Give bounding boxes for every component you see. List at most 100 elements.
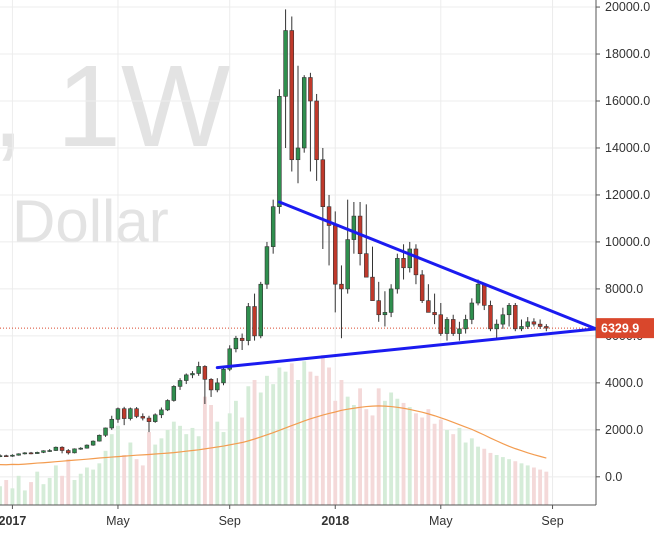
candle-body[interactable] bbox=[506, 305, 512, 316]
candle-body[interactable] bbox=[53, 446, 59, 451]
candle-body[interactable] bbox=[47, 450, 52, 452]
candle-body[interactable] bbox=[333, 225, 338, 285]
candle-body[interactable] bbox=[10, 454, 15, 457]
candle-body[interactable] bbox=[531, 321, 537, 325]
candle-body[interactable] bbox=[351, 215, 357, 240]
candle-body[interactable] bbox=[382, 312, 388, 316]
candle-body[interactable] bbox=[370, 276, 375, 301]
volume-bar bbox=[246, 386, 251, 505]
candle-body[interactable] bbox=[84, 444, 90, 449]
candle-body[interactable] bbox=[450, 319, 456, 334]
candle-body[interactable] bbox=[227, 348, 232, 370]
volume-bar bbox=[314, 375, 319, 505]
candle-body[interactable] bbox=[90, 440, 96, 446]
candle-body[interactable] bbox=[121, 408, 127, 419]
candle-body[interactable] bbox=[270, 206, 276, 247]
candle-body[interactable] bbox=[109, 418, 114, 429]
candle-body[interactable] bbox=[295, 147, 301, 161]
candle-body[interactable] bbox=[444, 319, 450, 334]
candle-body[interactable] bbox=[376, 300, 381, 316]
candle-body[interactable] bbox=[78, 447, 83, 450]
candle-body[interactable] bbox=[66, 450, 71, 454]
candle-body[interactable] bbox=[277, 96, 282, 207]
candle-body[interactable] bbox=[339, 283, 344, 290]
candle-body[interactable] bbox=[159, 409, 164, 416]
candle-body[interactable] bbox=[59, 446, 65, 451]
candle-body[interactable] bbox=[494, 323, 499, 330]
trendline-lower[interactable] bbox=[215, 327, 598, 370]
candle-body[interactable] bbox=[513, 305, 518, 330]
trendline-upper[interactable] bbox=[277, 200, 598, 331]
candle-body[interactable] bbox=[3, 455, 9, 457]
candle-body[interactable] bbox=[72, 448, 77, 454]
candle-body[interactable] bbox=[326, 206, 332, 226]
candle-body[interactable] bbox=[103, 427, 108, 436]
candle-body[interactable] bbox=[146, 417, 152, 422]
candle-body[interactable] bbox=[457, 328, 462, 334]
candle-body[interactable] bbox=[388, 288, 394, 313]
candlesticks[interactable] bbox=[0, 9, 549, 458]
candle-body[interactable] bbox=[432, 312, 437, 316]
candle-body[interactable] bbox=[419, 274, 425, 301]
candle-body[interactable] bbox=[264, 246, 270, 285]
trendlines[interactable] bbox=[215, 200, 598, 370]
candle-body[interactable] bbox=[177, 380, 183, 387]
candle-body[interactable] bbox=[41, 450, 46, 453]
candle-body[interactable] bbox=[519, 326, 524, 330]
candle-body[interactable] bbox=[239, 337, 245, 341]
candle-body[interactable] bbox=[128, 408, 133, 419]
candle-body[interactable] bbox=[258, 283, 263, 337]
candle-body[interactable] bbox=[0, 455, 3, 457]
candle-body[interactable] bbox=[221, 368, 226, 384]
candle-body[interactable] bbox=[215, 382, 220, 391]
candle-body[interactable] bbox=[190, 373, 195, 376]
candle-body[interactable] bbox=[184, 374, 189, 381]
candle-body[interactable] bbox=[252, 306, 257, 337]
candle-body[interactable] bbox=[165, 400, 170, 411]
candle-body[interactable] bbox=[413, 248, 419, 276]
candle-body[interactable] bbox=[364, 253, 369, 278]
candle-body[interactable] bbox=[463, 319, 468, 330]
candle-body[interactable] bbox=[208, 379, 214, 391]
candle-body[interactable] bbox=[202, 366, 208, 380]
candle-body[interactable] bbox=[97, 434, 102, 442]
candle-body[interactable] bbox=[16, 453, 21, 456]
candle-body[interactable] bbox=[134, 408, 139, 417]
candle-body[interactable] bbox=[314, 100, 319, 161]
candle-body[interactable] bbox=[196, 366, 201, 374]
candle-body[interactable] bbox=[469, 302, 475, 320]
candle-body[interactable] bbox=[233, 337, 239, 350]
candle-body[interactable] bbox=[426, 300, 431, 313]
candle-body[interactable] bbox=[28, 452, 34, 455]
candle-body[interactable] bbox=[320, 159, 326, 207]
candle-body[interactable] bbox=[289, 30, 295, 161]
candle-body[interactable] bbox=[525, 321, 530, 327]
candle-body[interactable] bbox=[22, 452, 28, 455]
candle-body[interactable] bbox=[308, 77, 313, 102]
candle-body[interactable] bbox=[283, 30, 288, 97]
candle-body[interactable] bbox=[140, 416, 146, 419]
candle-body[interactable] bbox=[475, 283, 481, 304]
candle-body[interactable] bbox=[35, 452, 40, 454]
candle-body[interactable] bbox=[345, 239, 350, 290]
volume-bar bbox=[296, 380, 300, 505]
candle-body[interactable] bbox=[115, 408, 121, 420]
candle-body[interactable] bbox=[301, 77, 307, 149]
candle-body[interactable] bbox=[488, 305, 493, 330]
volume-bar bbox=[0, 486, 2, 505]
candle-body[interactable] bbox=[482, 283, 487, 306]
candle-body[interactable] bbox=[395, 258, 400, 290]
candle-body[interactable] bbox=[544, 326, 549, 329]
candle-body[interactable] bbox=[407, 248, 412, 269]
candle-body[interactable] bbox=[152, 414, 158, 422]
candle-body[interactable] bbox=[171, 386, 177, 401]
candle-body[interactable] bbox=[500, 314, 506, 325]
candle-body[interactable] bbox=[401, 258, 406, 269]
candle-body[interactable] bbox=[438, 314, 444, 334]
candle-body[interactable] bbox=[246, 306, 251, 341]
candle-body[interactable] bbox=[537, 323, 543, 327]
y-tick-label: 8000.0 bbox=[605, 282, 643, 296]
volume-bar bbox=[277, 367, 282, 505]
